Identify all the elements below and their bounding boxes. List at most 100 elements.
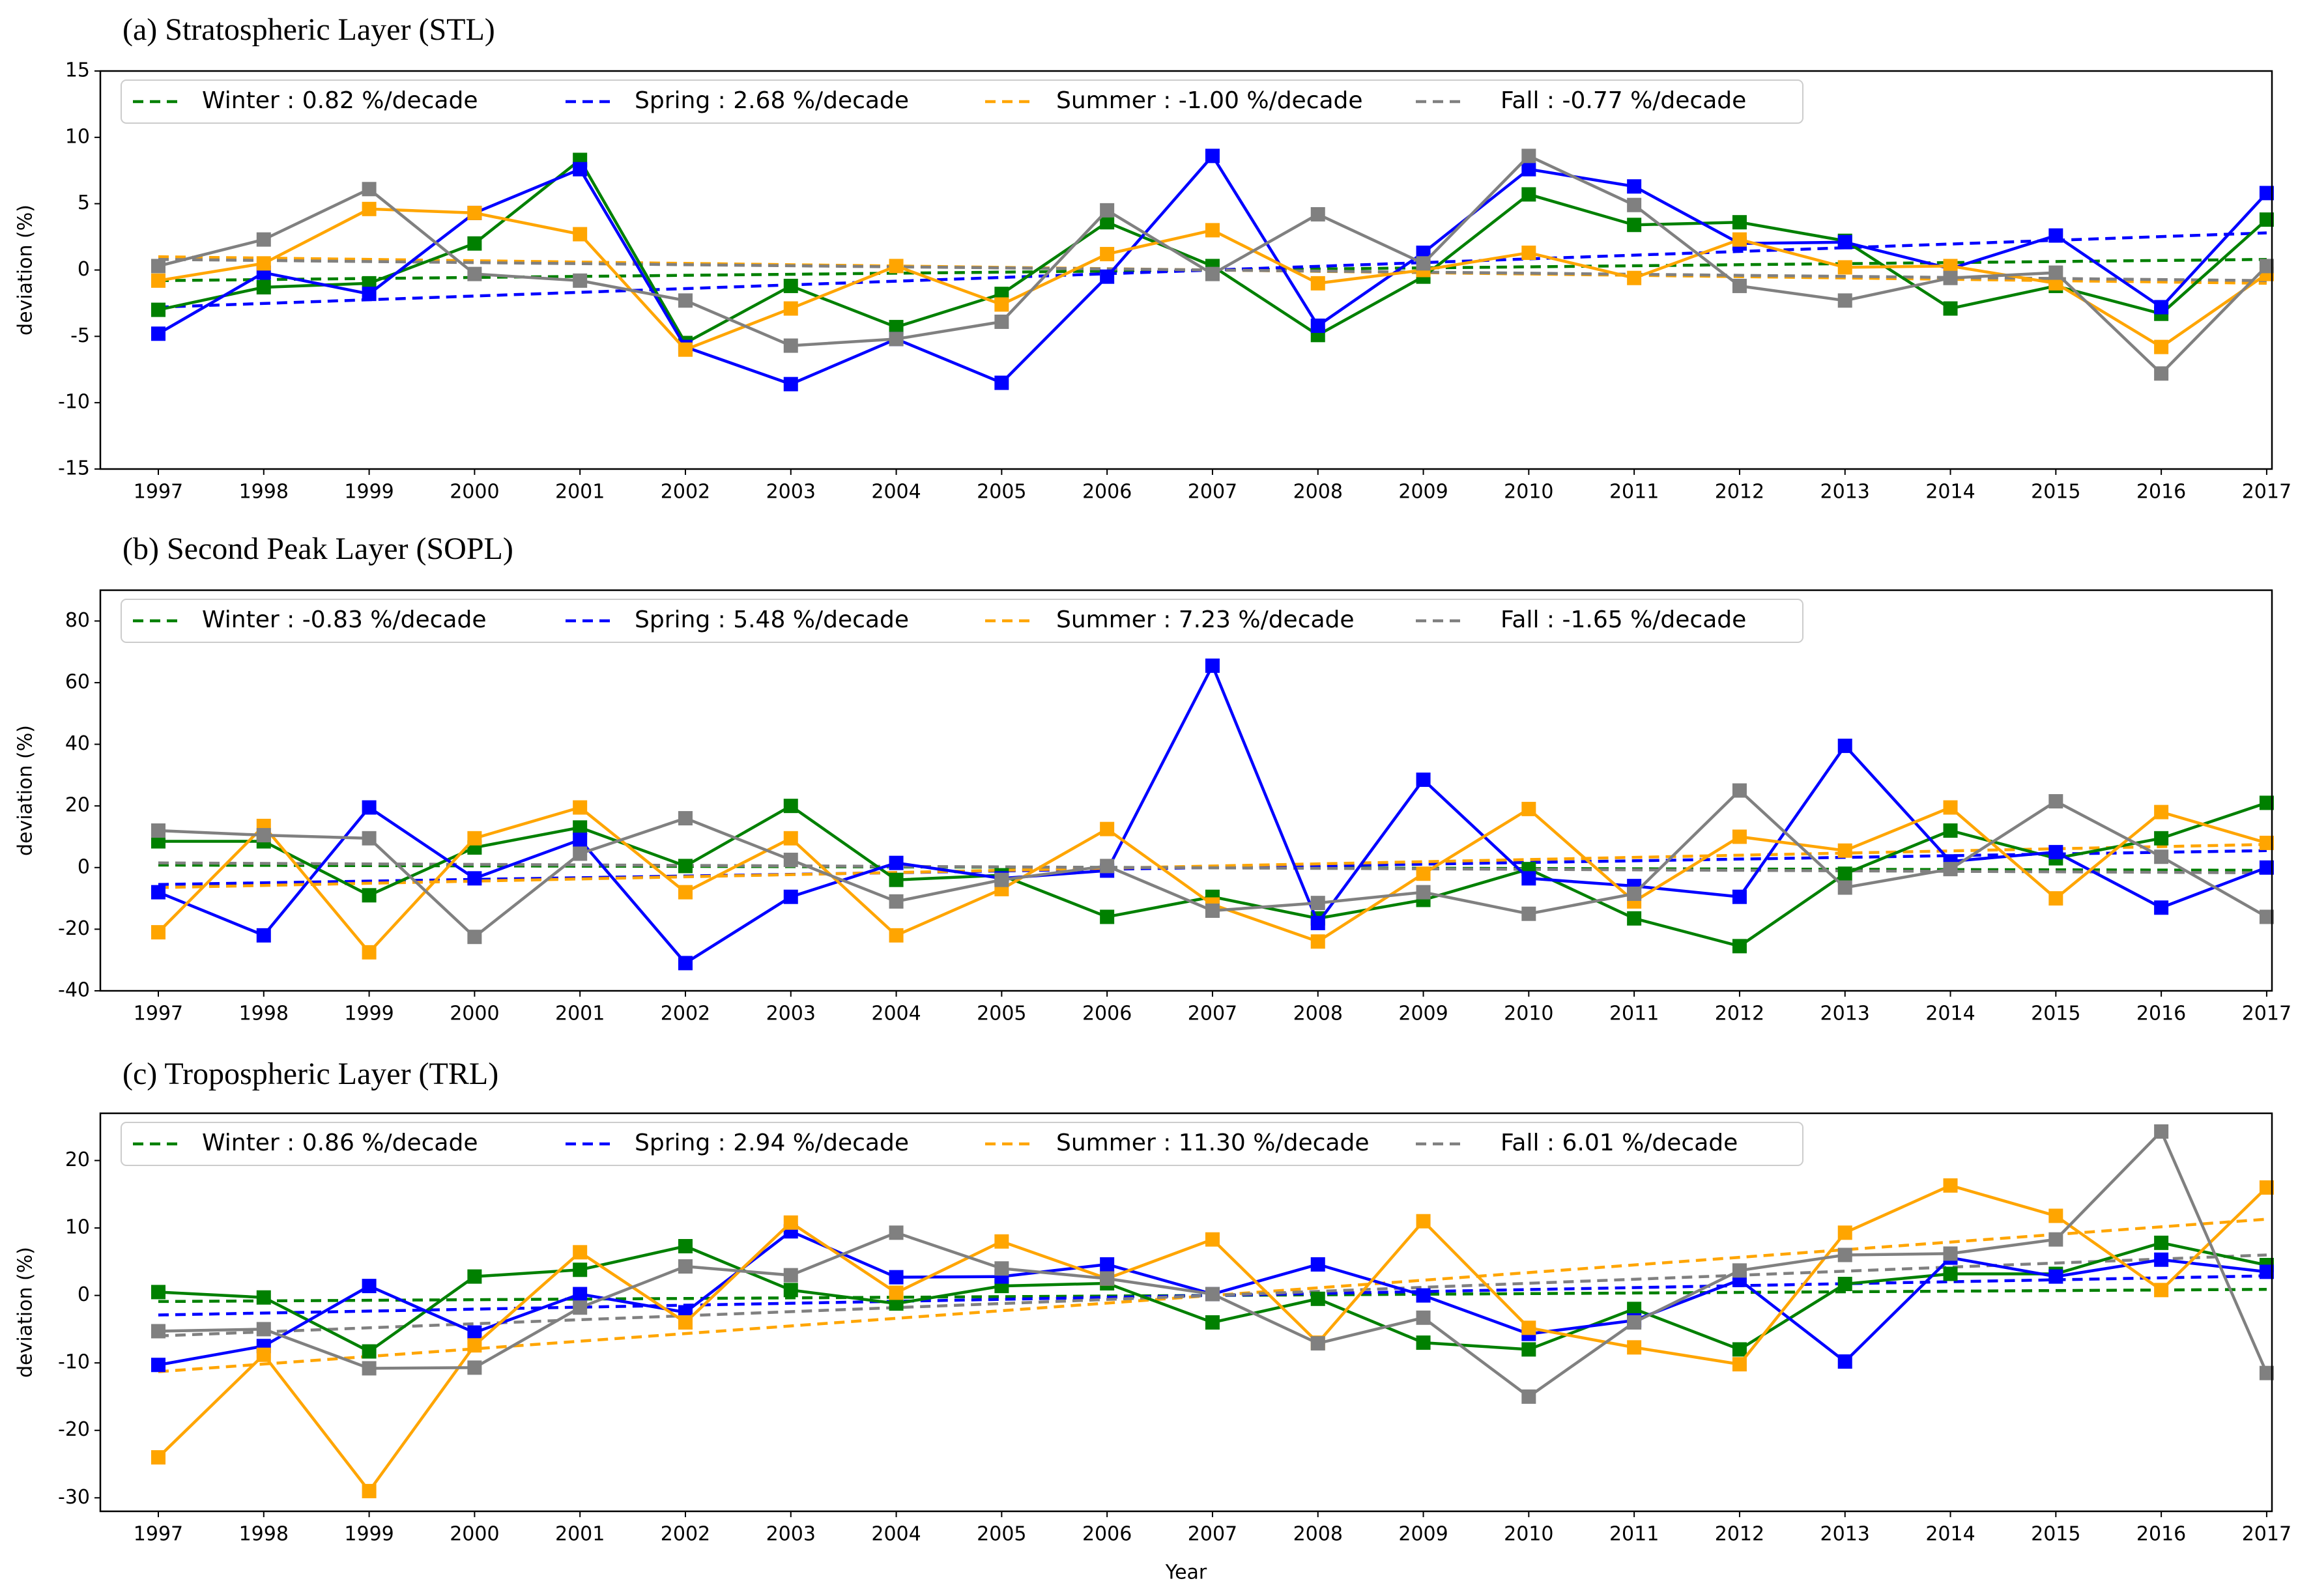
x-tick-label: 2013 bbox=[1820, 1003, 1870, 1025]
marker bbox=[2154, 339, 2169, 354]
marker bbox=[783, 338, 798, 353]
marker bbox=[889, 1296, 904, 1311]
x-tick-label: 1999 bbox=[344, 481, 394, 504]
y-tick-label: -20 bbox=[58, 1418, 90, 1441]
marker bbox=[1837, 1225, 1852, 1240]
x-tick-label: 2013 bbox=[1820, 1523, 1870, 1546]
marker bbox=[889, 872, 904, 887]
x-tick-label: 1998 bbox=[239, 1003, 289, 1025]
x-tick-label: 2017 bbox=[2242, 481, 2291, 504]
x-tick-label: 2007 bbox=[1188, 1003, 1237, 1025]
marker bbox=[1205, 1287, 1220, 1302]
marker bbox=[1310, 915, 1325, 930]
plot-area bbox=[151, 149, 2274, 392]
plot-area bbox=[151, 1124, 2274, 1498]
marker bbox=[783, 278, 798, 293]
marker bbox=[994, 872, 1009, 887]
marker bbox=[362, 182, 377, 197]
x-tick-label: 2017 bbox=[2242, 1523, 2291, 1546]
marker bbox=[151, 1450, 165, 1465]
marker bbox=[783, 1283, 798, 1298]
marker bbox=[362, 888, 377, 903]
marker bbox=[783, 1215, 798, 1230]
marker bbox=[1416, 1310, 1431, 1325]
marker bbox=[1100, 859, 1115, 874]
y-tick-label: 20 bbox=[65, 1148, 90, 1171]
x-tick-label: 2010 bbox=[1504, 1523, 1553, 1546]
marker bbox=[1521, 149, 1536, 164]
marker bbox=[1205, 266, 1220, 281]
marker bbox=[1943, 270, 1958, 285]
x-tick-label: 2008 bbox=[1293, 1003, 1343, 1025]
y-tick-label: 15 bbox=[65, 59, 90, 82]
marker bbox=[1205, 658, 1220, 673]
marker bbox=[2259, 909, 2274, 924]
x-tick-label: 2015 bbox=[2031, 481, 2080, 504]
x-tick-label: 2015 bbox=[2031, 1523, 2080, 1546]
marker bbox=[2154, 1252, 2169, 1267]
marker bbox=[2154, 831, 2169, 846]
marker bbox=[2259, 1180, 2274, 1195]
marker bbox=[467, 871, 482, 886]
marker bbox=[1732, 215, 1747, 230]
marker bbox=[467, 1360, 482, 1375]
marker bbox=[1627, 197, 1642, 212]
marker bbox=[889, 1285, 904, 1300]
marker bbox=[1521, 1320, 1536, 1335]
marker bbox=[467, 236, 482, 251]
y-tick-label: 5 bbox=[78, 192, 90, 214]
marker bbox=[1732, 1342, 1747, 1357]
marker bbox=[1416, 885, 1431, 900]
plot-area bbox=[151, 658, 2274, 971]
x-tick-label: 2014 bbox=[1925, 481, 1975, 504]
marker bbox=[1205, 149, 1220, 164]
legend-box bbox=[121, 79, 1803, 124]
marker bbox=[994, 314, 1009, 329]
marker bbox=[783, 852, 798, 867]
marker bbox=[1521, 1342, 1536, 1357]
marker bbox=[2154, 366, 2169, 381]
marker bbox=[1100, 215, 1115, 230]
marker bbox=[1100, 821, 1115, 836]
marker bbox=[256, 232, 271, 247]
x-tick-label: 2006 bbox=[1082, 1003, 1132, 1025]
marker bbox=[573, 1300, 588, 1315]
marker bbox=[2259, 1264, 2274, 1279]
marker bbox=[1943, 823, 1958, 838]
marker bbox=[889, 855, 904, 870]
y-tick-label: -5 bbox=[70, 324, 90, 347]
marker bbox=[573, 1245, 588, 1260]
marker bbox=[2154, 1124, 2169, 1139]
marker bbox=[2048, 1269, 2063, 1284]
marker bbox=[1837, 843, 1852, 858]
marker bbox=[1837, 293, 1852, 308]
marker bbox=[2259, 259, 2274, 274]
marker bbox=[1732, 278, 1747, 293]
marker bbox=[2154, 300, 2169, 315]
marker bbox=[2259, 1365, 2274, 1380]
x-tick-label: 2007 bbox=[1188, 1523, 1237, 1546]
marker bbox=[889, 259, 904, 274]
marker bbox=[1837, 1277, 1852, 1292]
marker bbox=[678, 859, 693, 874]
x-tick-label: 1998 bbox=[239, 1523, 289, 1546]
marker bbox=[467, 1338, 482, 1353]
panel-title: (b) Second Peak Layer (SOPL) bbox=[122, 532, 513, 566]
marker bbox=[1416, 1288, 1431, 1303]
marker bbox=[1100, 1257, 1115, 1272]
marker bbox=[1732, 889, 1747, 904]
legend-label: Winter : -0.83 %/decade bbox=[202, 606, 486, 633]
x-tick-label: 2003 bbox=[766, 1003, 816, 1025]
legend-label: Winter : 0.82 %/decade bbox=[202, 87, 478, 114]
x-tick-label: 2011 bbox=[1609, 1003, 1659, 1025]
marker bbox=[1416, 1335, 1431, 1350]
marker bbox=[256, 1347, 271, 1362]
legend-label: Spring : 2.94 %/decade bbox=[635, 1130, 909, 1156]
marker bbox=[362, 1344, 377, 1359]
marker bbox=[2154, 805, 2169, 819]
axes-frame bbox=[99, 1112, 2273, 1513]
marker bbox=[1521, 801, 1536, 816]
x-tick-label: 2013 bbox=[1820, 481, 1870, 504]
marker bbox=[467, 205, 482, 220]
